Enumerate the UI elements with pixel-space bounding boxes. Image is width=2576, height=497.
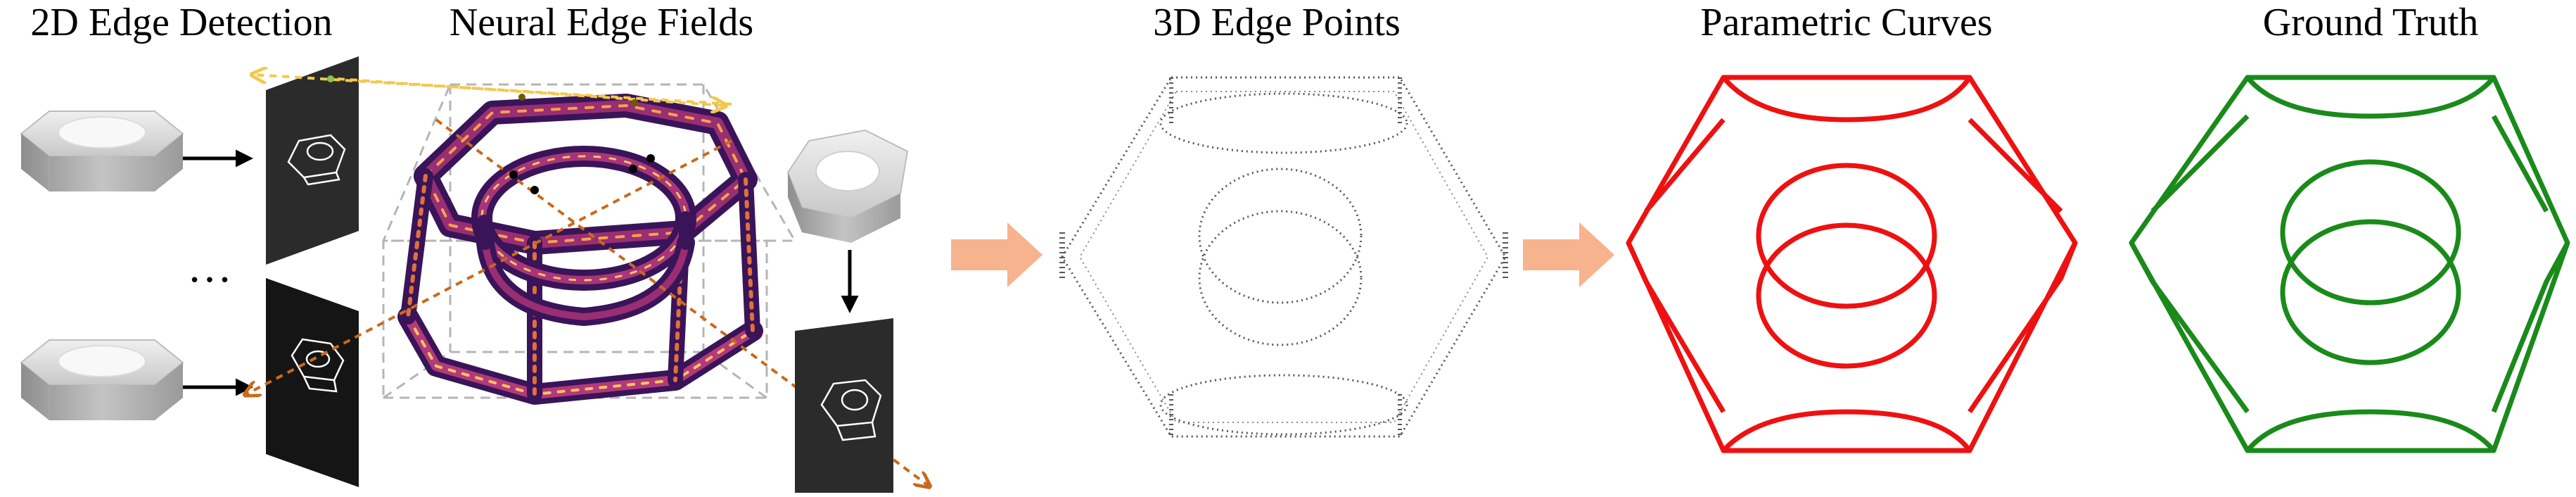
sample-points [327,75,655,194]
edge-image-icon [795,318,893,493]
hex-nut-icon [20,111,184,191]
pipeline-arrow-icon [1523,222,1614,287]
ground-truth-curves [2129,75,2570,453]
neural-edge-field [397,94,763,405]
edge-point-cloud [1059,76,1508,438]
edge-image-icon [266,56,359,265]
pipeline-arrow-icon [951,222,1042,287]
title-3d-edge-points: 3D Edge Points [1153,1,1401,44]
ellipsis: … [187,241,232,291]
title-edge-detection: 2D Edge Detection [30,1,332,44]
edge-image-icon [266,278,359,487]
title-ground-truth: Ground Truth [2263,1,2479,44]
parametric-curves [1626,75,2078,453]
title-neural-edge-fields: Neural Edge Fields [449,1,753,44]
hex-nut-icon [786,129,909,243]
title-parametric-curves: Parametric Curves [1700,1,1992,44]
hex-nut-icon [20,339,184,420]
